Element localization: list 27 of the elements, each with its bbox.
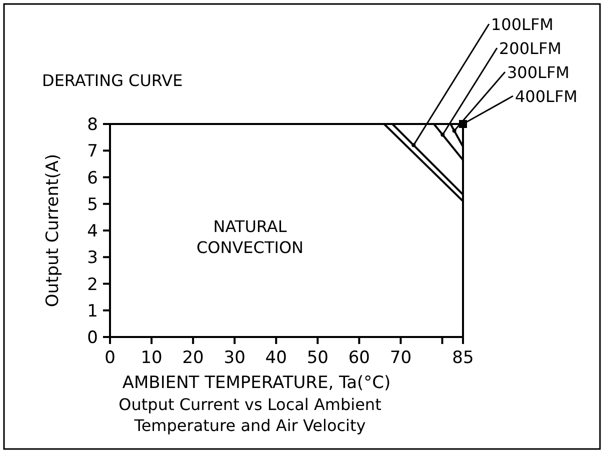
y-tick-label: 6 — [87, 168, 98, 188]
x-axis-title: AMBIENT TEMPERATURE, Ta(°C) — [122, 373, 391, 393]
x-tick-label: 20 — [182, 348, 204, 368]
text: Output Current vs Local Ambient Temperature and Air Velocity — [118, 395, 382, 435]
y-tick-label: 3 — [87, 248, 98, 268]
x-tick-label: 10 — [140, 348, 162, 368]
text: 100LFM — [491, 15, 554, 34]
text: 300LFM — [507, 63, 570, 82]
text: 400LFM — [515, 87, 578, 106]
y-axis-title: Output Current(A) — [43, 154, 63, 308]
y-tick-label: 8 — [87, 115, 98, 135]
x-tick-label: 40 — [265, 348, 287, 368]
x-tick-label: 85 — [452, 348, 474, 368]
y-tick-label: 4 — [87, 222, 98, 242]
annotation: NATURAL CONVECTION — [196, 217, 304, 257]
x-tick-label: 70 — [390, 348, 412, 368]
y-tick-label: 7 — [87, 142, 98, 162]
y-tick-label: 1 — [87, 301, 98, 322]
x-tick-label: 0 — [104, 348, 116, 368]
x-tick-label: 30 — [224, 348, 246, 368]
x-tick-label: 50 — [306, 348, 328, 368]
x-tick-label: 60 — [348, 348, 370, 368]
y-tick-label: 0 — [87, 328, 98, 348]
y-tick-label: 2 — [87, 274, 98, 295]
y-tick-label: 5 — [87, 194, 98, 215]
text: 200LFM — [499, 39, 562, 58]
chart-title: DERATING CURVE — [42, 71, 183, 90]
